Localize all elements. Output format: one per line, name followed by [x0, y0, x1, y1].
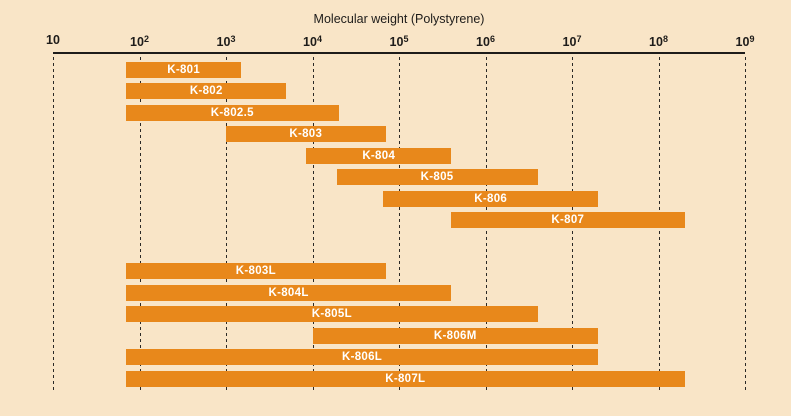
- x-axis-tick-label-1e9: 109: [735, 34, 755, 50]
- x-axis-tick-label-1e8: 108: [649, 34, 668, 50]
- range-bar-k-807l: K-807L: [126, 370, 685, 387]
- range-bar-k-806l: K-806L: [126, 349, 599, 365]
- x-axis-tick-label-1e7: 107: [562, 34, 582, 50]
- gridline-1e4: [312, 57, 314, 392]
- range-bar-k-802-5: K-802.5: [126, 104, 339, 121]
- range-bar-k-806: K-806: [383, 190, 599, 207]
- x-axis-tick-label-1e3: 103: [216, 34, 236, 50]
- x-axis-tick-label-1e4: 104: [303, 34, 322, 50]
- gridline-1e2: [139, 57, 141, 392]
- gridline-1e1: [53, 57, 54, 392]
- x-axis-tick-label-1e1: 10: [46, 33, 60, 47]
- chart-title: Molecular weight (Polystyrene): [313, 12, 485, 26]
- range-bar-k-803l: K-803L: [126, 263, 386, 279]
- range-bar-k-802: K-802: [126, 83, 287, 99]
- range-bar-k-804: K-804: [306, 147, 452, 164]
- x-axis-tick-label-1e5: 105: [389, 34, 409, 50]
- range-bar-k-801: K-801: [126, 61, 242, 78]
- range-bar-k-805: K-805: [336, 169, 538, 185]
- gridline-1e9: [745, 57, 746, 392]
- x-axis-line: [53, 52, 745, 54]
- range-bar-k-803: K-803: [226, 126, 386, 142]
- range-bar-k-804l: K-804L: [126, 284, 452, 301]
- x-axis-tick-label-1e6: 106: [476, 34, 495, 50]
- gridline-1e3: [226, 57, 227, 392]
- range-bar-k-805l: K-805L: [126, 306, 538, 322]
- gridline-1e5: [399, 57, 400, 392]
- range-bar-k-806m: K-806M: [312, 327, 599, 344]
- range-bar-k-807: K-807: [451, 212, 685, 228]
- x-axis-tick-label-1e2: 102: [130, 34, 149, 50]
